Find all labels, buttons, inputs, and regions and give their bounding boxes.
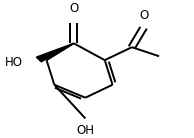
Text: O: O	[69, 2, 78, 15]
Text: O: O	[139, 9, 148, 22]
Polygon shape	[36, 43, 74, 62]
Text: HO: HO	[5, 56, 23, 69]
Text: OH: OH	[76, 124, 94, 137]
